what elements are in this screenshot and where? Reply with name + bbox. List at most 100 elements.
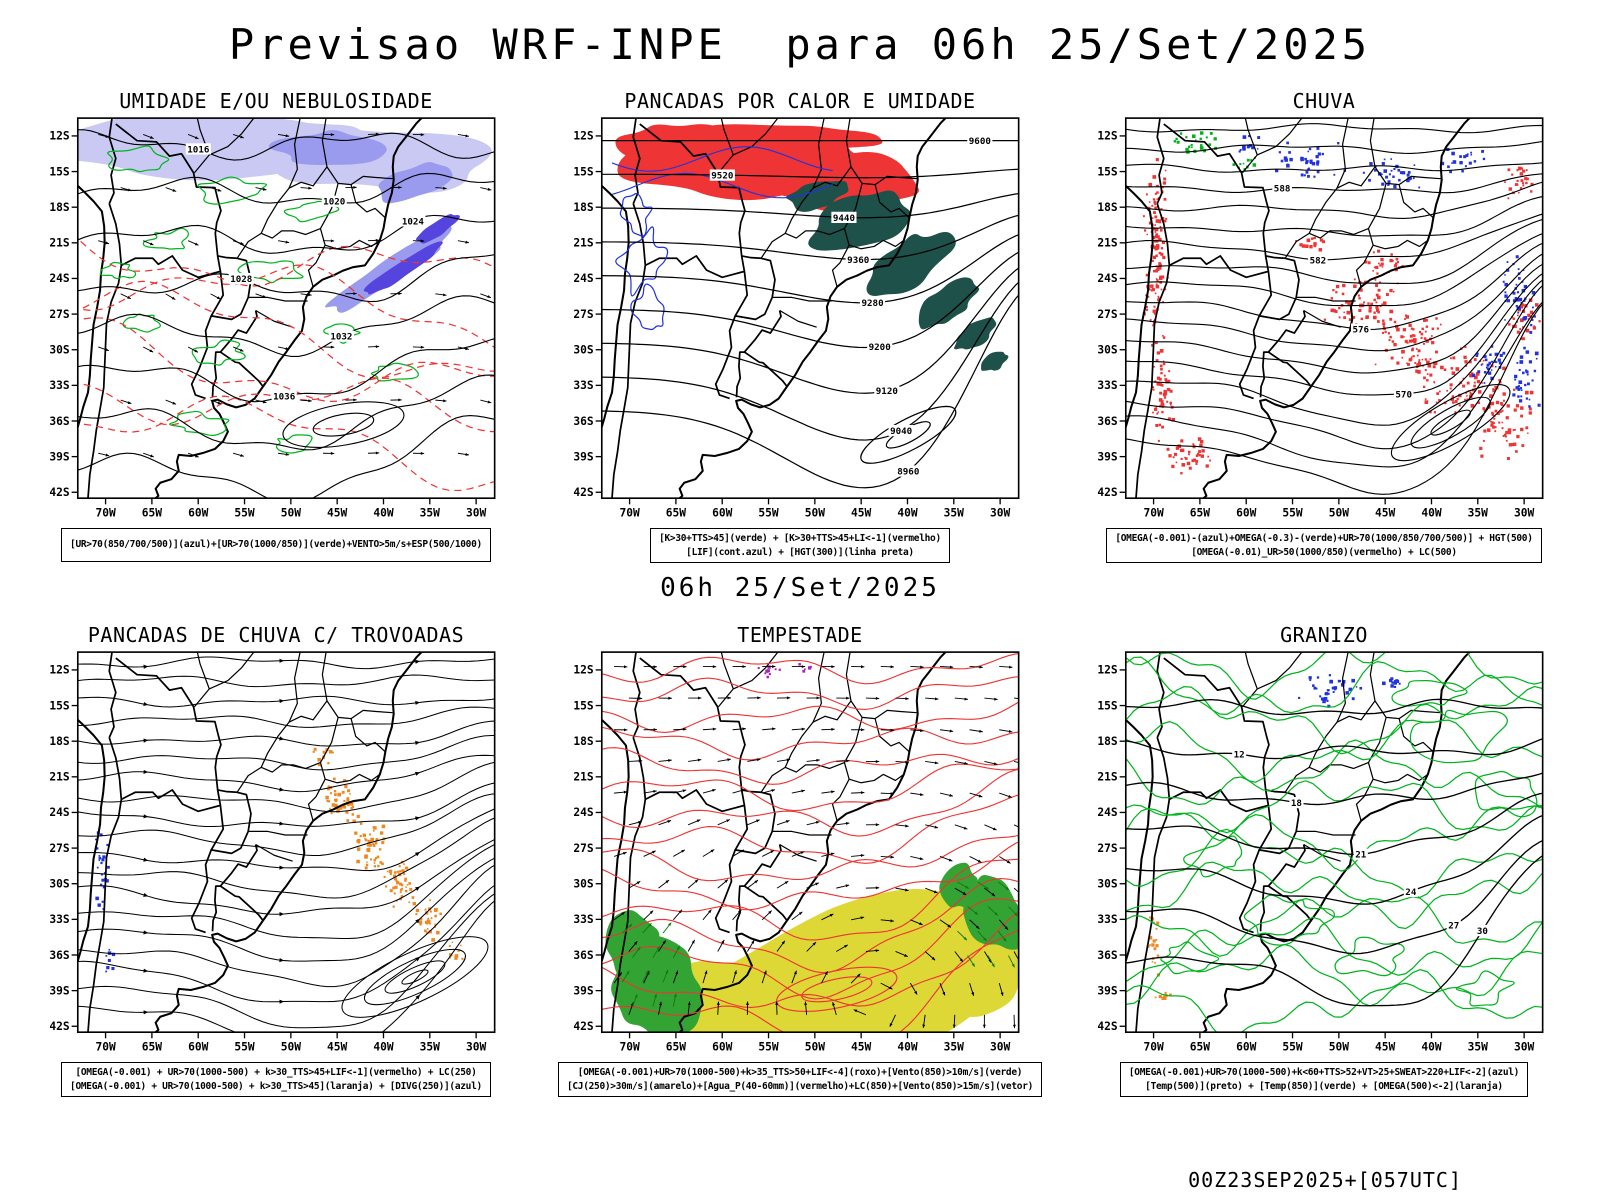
svg-text:18S: 18S xyxy=(1097,201,1118,214)
svg-text:35W: 35W xyxy=(420,507,441,520)
svg-text:24: 24 xyxy=(1405,887,1417,898)
legend-line: [LIF](cont.azul) + [HGT(300)](linha pret… xyxy=(686,546,914,558)
svg-text:27S: 27S xyxy=(573,842,594,855)
svg-text:36S: 36S xyxy=(1097,949,1118,962)
svg-text:36S: 36S xyxy=(573,415,594,428)
svg-text:24S: 24S xyxy=(573,806,594,819)
map-wrap-chuva: 12S 15S 18S 21S 24S 27S 30S 33S 36S 39S 42S 70W 65W 6… xyxy=(1089,113,1559,526)
svg-text:33S: 33S xyxy=(49,379,70,392)
map-wrap-trovoadas: 12S 15S 18S 21S 24S 27S 30S 33S 36S 39S 42S 70W 65W 6… xyxy=(41,647,511,1060)
svg-text:33S: 33S xyxy=(49,913,70,926)
svg-text:60W: 60W xyxy=(712,507,733,520)
svg-text:60W: 60W xyxy=(712,1040,733,1053)
svg-text:35W: 35W xyxy=(944,1040,965,1053)
svg-text:1028: 1028 xyxy=(230,274,252,285)
svg-text:21S: 21S xyxy=(49,237,70,250)
svg-text:12S: 12S xyxy=(573,663,594,676)
svg-text:40W: 40W xyxy=(897,507,918,520)
svg-text:1024: 1024 xyxy=(402,216,425,227)
svg-text:30W: 30W xyxy=(990,1040,1011,1053)
valid-time-label: 06h 25/Set/2025 xyxy=(660,572,940,603)
svg-text:18: 18 xyxy=(1291,798,1302,809)
svg-text:39S: 39S xyxy=(49,450,70,463)
svg-text:40W: 40W xyxy=(1421,1040,1442,1053)
svg-text:60W: 60W xyxy=(1236,507,1257,520)
map-tempestade: 12S 15S 18S 21S 24S 27S 30S 33S 36S 39S 42S 70W 65W 6… xyxy=(573,651,1020,1053)
svg-text:55W: 55W xyxy=(758,1040,779,1053)
svg-text:55W: 55W xyxy=(234,1040,255,1053)
run-stamp: 00Z23SEP2025+[057UTC] xyxy=(1188,1168,1462,1192)
svg-text:9600: 9600 xyxy=(969,136,991,147)
svg-text:35W: 35W xyxy=(1468,1040,1489,1053)
svg-text:30W: 30W xyxy=(1514,507,1535,520)
svg-text:582: 582 xyxy=(1310,255,1327,266)
svg-text:12S: 12S xyxy=(573,130,594,143)
svg-text:9280: 9280 xyxy=(861,298,883,309)
svg-text:65W: 65W xyxy=(142,1040,163,1053)
svg-text:39S: 39S xyxy=(573,450,594,463)
svg-text:1016: 1016 xyxy=(187,144,210,155)
map-umidade: 12S 15S 18S 21S 24S 27S 30S 33S 36S 39S 42S 70W 65W 6… xyxy=(49,117,496,520)
panel-tempestade: TEMPESTADE 12S 15S 18S 21S 24S 27S 30S 33S 36S 39… xyxy=(538,609,1062,1097)
panel-trovoadas: PANCADAS DE CHUVA C/ TROVOADAS 12S 15S 18S… xyxy=(14,609,538,1097)
svg-text:30W: 30W xyxy=(1514,1040,1535,1053)
svg-text:50W: 50W xyxy=(281,507,302,520)
svg-text:24S: 24S xyxy=(1097,806,1118,819)
svg-text:39S: 39S xyxy=(1097,984,1118,997)
page-title: Previsao WRF-INPE para 06h 25/Set/2025 xyxy=(228,20,1372,69)
legend-box-chuva: [OMEGA(-0.001)-(azul)+OMEGA(-0.3)-(verde… xyxy=(1106,527,1542,563)
legend-line: [UR>70(850/700/500)](azul)+[UR>70(1000/8… xyxy=(70,539,482,551)
svg-text:9360: 9360 xyxy=(847,255,869,266)
svg-text:18S: 18S xyxy=(1097,735,1118,748)
svg-text:40W: 40W xyxy=(897,1040,918,1053)
panel-title-tempestade: TEMPESTADE xyxy=(737,622,863,647)
svg-text:33S: 33S xyxy=(573,379,594,392)
svg-text:35W: 35W xyxy=(1468,507,1489,520)
svg-text:18S: 18S xyxy=(49,201,70,214)
svg-text:15S: 15S xyxy=(573,699,594,712)
panel-row-top: UMIDADE E/OU NEBULOSIDADE 12S 15S 18S 21S 24… xyxy=(14,75,1586,563)
svg-text:21S: 21S xyxy=(573,237,594,250)
map-wrap-pancadas-calor: 12S 15S 18S 21S 24S 27S 30S 33S 36S 39S 42S 70W 65W 6… xyxy=(565,113,1035,526)
svg-text:9440: 9440 xyxy=(833,213,855,224)
panel-title-umidade: UMIDADE E/OU NEBULOSIDADE xyxy=(119,89,433,113)
legend-line: [CJ(250)>30m/s](amarelo)+[Agua_P(40-60mm… xyxy=(566,1080,1034,1092)
svg-text:40W: 40W xyxy=(1421,507,1442,520)
svg-text:21: 21 xyxy=(1355,850,1367,861)
svg-text:70W: 70W xyxy=(619,1040,640,1053)
svg-text:50W: 50W xyxy=(1329,507,1350,520)
svg-text:30S: 30S xyxy=(573,344,594,357)
svg-text:35W: 35W xyxy=(420,1040,441,1053)
svg-text:30: 30 xyxy=(1477,926,1488,937)
svg-text:45W: 45W xyxy=(1375,1040,1396,1053)
legend-line: [OMEGA(-0.001) + UR>70(1000-500) + k>30_… xyxy=(70,1080,482,1092)
svg-text:39S: 39S xyxy=(49,984,70,997)
svg-text:42S: 42S xyxy=(573,486,594,499)
legend-line: [OMEGA(-0.001)-(azul)+OMEGA(-0.3)-(verde… xyxy=(1115,532,1533,544)
map-trovoadas: 12S 15S 18S 21S 24S 27S 30S 33S 36S 39S 42S 70W 65W 6… xyxy=(49,651,496,1053)
svg-text:27S: 27S xyxy=(49,842,70,855)
svg-text:9520: 9520 xyxy=(711,171,733,182)
panel-chuva: CHUVA 12S 15S 18S 21S 24S 27S 30S 33S 36S 39S 42S 7… xyxy=(1062,75,1586,563)
svg-text:30S: 30S xyxy=(49,877,70,890)
svg-text:570: 570 xyxy=(1395,389,1412,400)
svg-text:15S: 15S xyxy=(49,699,70,712)
svg-text:42S: 42S xyxy=(1097,1020,1118,1033)
svg-text:24S: 24S xyxy=(49,272,70,285)
svg-text:21S: 21S xyxy=(1097,770,1118,783)
svg-text:30W: 30W xyxy=(466,1040,487,1053)
svg-text:33S: 33S xyxy=(1097,913,1118,926)
svg-text:27: 27 xyxy=(1448,920,1459,931)
legend-box-umidade: [UR>70(850/700/500)](azul)+[UR>70(1000/8… xyxy=(61,527,491,562)
panel-title-pancadas-calor: PANCADAS POR CALOR E UMIDADE xyxy=(624,89,976,113)
svg-text:42S: 42S xyxy=(49,486,70,499)
svg-text:70W: 70W xyxy=(95,507,116,520)
svg-text:1020: 1020 xyxy=(323,197,345,208)
svg-text:60W: 60W xyxy=(188,1040,209,1053)
svg-text:36S: 36S xyxy=(573,949,594,962)
svg-text:36S: 36S xyxy=(1097,415,1118,428)
svg-text:27S: 27S xyxy=(573,308,594,321)
panel-title-chuva: CHUVA xyxy=(1292,89,1356,113)
svg-text:42S: 42S xyxy=(49,1020,70,1033)
